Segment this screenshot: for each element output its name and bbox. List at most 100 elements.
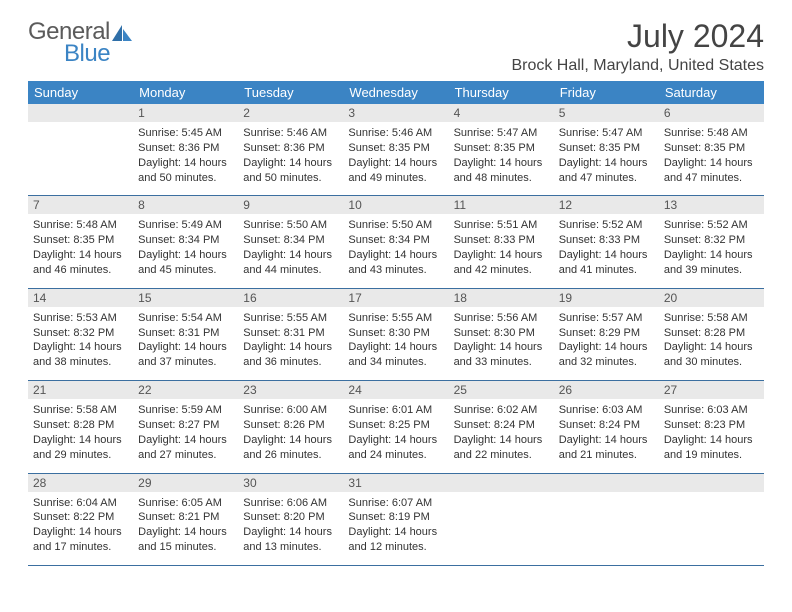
page-title: July 2024 [511, 18, 764, 55]
calendar-cell: 22Sunrise: 5:59 AMSunset: 8:27 PMDayligh… [133, 381, 238, 473]
day-number [659, 474, 764, 492]
day-number: 22 [133, 381, 238, 399]
weekday-header: Monday [133, 81, 238, 104]
calendar-body: 1Sunrise: 5:45 AMSunset: 8:36 PMDaylight… [28, 104, 764, 565]
day-text: Sunrise: 5:54 AMSunset: 8:31 PMDaylight:… [133, 307, 238, 380]
day-text: Sunrise: 6:06 AMSunset: 8:20 PMDaylight:… [238, 492, 343, 565]
weekday-header-row: SundayMondayTuesdayWednesdayThursdayFrid… [28, 81, 764, 104]
calendar-cell: 8Sunrise: 5:49 AMSunset: 8:34 PMDaylight… [133, 196, 238, 288]
day-text [554, 492, 659, 542]
calendar-cell: 4Sunrise: 5:47 AMSunset: 8:35 PMDaylight… [449, 104, 554, 196]
day-number [554, 474, 659, 492]
calendar-cell: 18Sunrise: 5:56 AMSunset: 8:30 PMDayligh… [449, 288, 554, 380]
calendar-cell: 24Sunrise: 6:01 AMSunset: 8:25 PMDayligh… [343, 381, 448, 473]
calendar-cell: 31Sunrise: 6:07 AMSunset: 8:19 PMDayligh… [343, 473, 448, 565]
day-number: 24 [343, 381, 448, 399]
calendar-cell [659, 473, 764, 565]
day-text [449, 492, 554, 542]
day-text [28, 122, 133, 172]
calendar-cell: 13Sunrise: 5:52 AMSunset: 8:32 PMDayligh… [659, 196, 764, 288]
day-number: 11 [449, 196, 554, 214]
calendar-cell [554, 473, 659, 565]
day-number: 4 [449, 104, 554, 122]
day-text: Sunrise: 5:51 AMSunset: 8:33 PMDaylight:… [449, 214, 554, 287]
day-text: Sunrise: 6:00 AMSunset: 8:26 PMDaylight:… [238, 399, 343, 472]
day-text: Sunrise: 5:53 AMSunset: 8:32 PMDaylight:… [28, 307, 133, 380]
calendar-cell: 30Sunrise: 6:06 AMSunset: 8:20 PMDayligh… [238, 473, 343, 565]
day-number: 14 [28, 289, 133, 307]
calendar-cell: 19Sunrise: 5:57 AMSunset: 8:29 PMDayligh… [554, 288, 659, 380]
day-text: Sunrise: 5:50 AMSunset: 8:34 PMDaylight:… [238, 214, 343, 287]
calendar-cell: 21Sunrise: 5:58 AMSunset: 8:28 PMDayligh… [28, 381, 133, 473]
day-number: 30 [238, 474, 343, 492]
day-number: 27 [659, 381, 764, 399]
day-number: 21 [28, 381, 133, 399]
weekday-header: Thursday [449, 81, 554, 104]
calendar-cell: 28Sunrise: 6:04 AMSunset: 8:22 PMDayligh… [28, 473, 133, 565]
day-number: 5 [554, 104, 659, 122]
calendar-week: 7Sunrise: 5:48 AMSunset: 8:35 PMDaylight… [28, 196, 764, 288]
day-number: 20 [659, 289, 764, 307]
day-number: 10 [343, 196, 448, 214]
day-number: 13 [659, 196, 764, 214]
day-number: 16 [238, 289, 343, 307]
day-number: 28 [28, 474, 133, 492]
day-number: 1 [133, 104, 238, 122]
day-number: 15 [133, 289, 238, 307]
day-text: Sunrise: 6:03 AMSunset: 8:24 PMDaylight:… [554, 399, 659, 472]
day-text: Sunrise: 5:59 AMSunset: 8:27 PMDaylight:… [133, 399, 238, 472]
day-text: Sunrise: 5:57 AMSunset: 8:29 PMDaylight:… [554, 307, 659, 380]
header: GeneralBlue July 2024 Brock Hall, Maryla… [28, 18, 764, 75]
weekday-header: Saturday [659, 81, 764, 104]
brand-logo: GeneralBlue [28, 18, 133, 68]
day-text: Sunrise: 5:45 AMSunset: 8:36 PMDaylight:… [133, 122, 238, 195]
calendar-cell [28, 104, 133, 196]
day-number: 26 [554, 381, 659, 399]
calendar-cell [449, 473, 554, 565]
day-text: Sunrise: 5:55 AMSunset: 8:30 PMDaylight:… [343, 307, 448, 380]
day-text: Sunrise: 5:49 AMSunset: 8:34 PMDaylight:… [133, 214, 238, 287]
day-number: 7 [28, 196, 133, 214]
day-text: Sunrise: 6:04 AMSunset: 8:22 PMDaylight:… [28, 492, 133, 565]
calendar-cell: 25Sunrise: 6:02 AMSunset: 8:24 PMDayligh… [449, 381, 554, 473]
day-number: 17 [343, 289, 448, 307]
calendar-cell: 12Sunrise: 5:52 AMSunset: 8:33 PMDayligh… [554, 196, 659, 288]
calendar-week: 21Sunrise: 5:58 AMSunset: 8:28 PMDayligh… [28, 381, 764, 473]
day-text: Sunrise: 6:02 AMSunset: 8:24 PMDaylight:… [449, 399, 554, 472]
day-text: Sunrise: 5:48 AMSunset: 8:35 PMDaylight:… [28, 214, 133, 287]
calendar-cell: 17Sunrise: 5:55 AMSunset: 8:30 PMDayligh… [343, 288, 448, 380]
day-text: Sunrise: 5:47 AMSunset: 8:35 PMDaylight:… [554, 122, 659, 195]
calendar-cell: 1Sunrise: 5:45 AMSunset: 8:36 PMDaylight… [133, 104, 238, 196]
day-text: Sunrise: 5:48 AMSunset: 8:35 PMDaylight:… [659, 122, 764, 195]
calendar-cell: 23Sunrise: 6:00 AMSunset: 8:26 PMDayligh… [238, 381, 343, 473]
calendar-cell: 11Sunrise: 5:51 AMSunset: 8:33 PMDayligh… [449, 196, 554, 288]
day-text: Sunrise: 6:07 AMSunset: 8:19 PMDaylight:… [343, 492, 448, 565]
day-number: 29 [133, 474, 238, 492]
day-number: 31 [343, 474, 448, 492]
calendar-cell: 3Sunrise: 5:46 AMSunset: 8:35 PMDaylight… [343, 104, 448, 196]
weekday-header: Wednesday [343, 81, 448, 104]
day-text: Sunrise: 6:03 AMSunset: 8:23 PMDaylight:… [659, 399, 764, 472]
calendar-week: 28Sunrise: 6:04 AMSunset: 8:22 PMDayligh… [28, 473, 764, 565]
day-text: Sunrise: 5:46 AMSunset: 8:35 PMDaylight:… [343, 122, 448, 195]
calendar-cell: 26Sunrise: 6:03 AMSunset: 8:24 PMDayligh… [554, 381, 659, 473]
day-text: Sunrise: 5:46 AMSunset: 8:36 PMDaylight:… [238, 122, 343, 195]
calendar-cell: 29Sunrise: 6:05 AMSunset: 8:21 PMDayligh… [133, 473, 238, 565]
calendar-cell: 7Sunrise: 5:48 AMSunset: 8:35 PMDaylight… [28, 196, 133, 288]
day-text: Sunrise: 5:47 AMSunset: 8:35 PMDaylight:… [449, 122, 554, 195]
day-number: 18 [449, 289, 554, 307]
day-number: 3 [343, 104, 448, 122]
day-text: Sunrise: 6:01 AMSunset: 8:25 PMDaylight:… [343, 399, 448, 472]
weekday-header: Sunday [28, 81, 133, 104]
calendar-cell: 2Sunrise: 5:46 AMSunset: 8:36 PMDaylight… [238, 104, 343, 196]
calendar-week: 14Sunrise: 5:53 AMSunset: 8:32 PMDayligh… [28, 288, 764, 380]
day-number: 25 [449, 381, 554, 399]
day-text: Sunrise: 5:50 AMSunset: 8:34 PMDaylight:… [343, 214, 448, 287]
brand-text: GeneralBlue [28, 18, 133, 68]
sail-icon [111, 24, 133, 42]
day-number: 8 [133, 196, 238, 214]
day-text: Sunrise: 5:58 AMSunset: 8:28 PMDaylight:… [659, 307, 764, 380]
calendar-cell: 5Sunrise: 5:47 AMSunset: 8:35 PMDaylight… [554, 104, 659, 196]
day-number: 12 [554, 196, 659, 214]
weekday-header: Tuesday [238, 81, 343, 104]
